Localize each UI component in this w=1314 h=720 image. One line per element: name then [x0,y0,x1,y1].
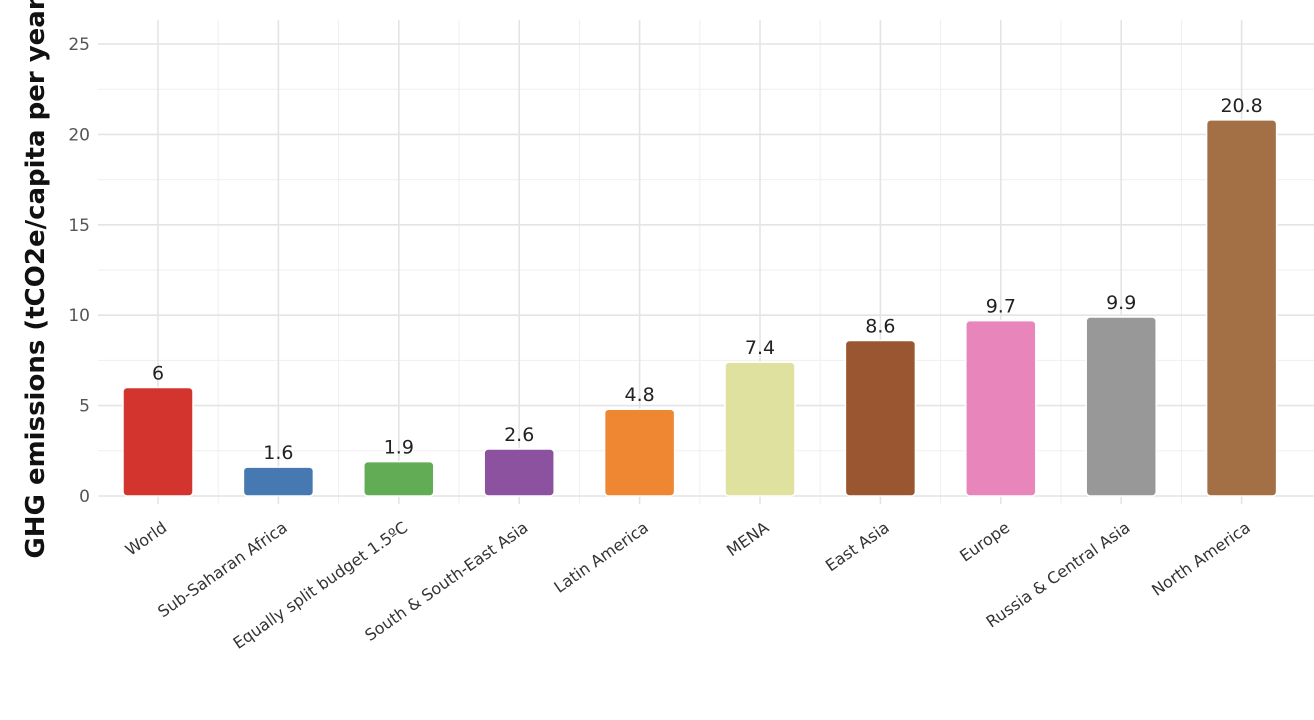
x-tick-label: Sub-Saharan Africa [154,518,291,622]
y-tick-label: 20 [68,125,90,145]
bar [724,361,796,497]
y-tick-label: 0 [79,487,90,507]
bar [122,386,194,497]
y-axis-title: GHG emissions (tCO2e/capita per year) [21,0,51,559]
y-tick-label: 15 [68,216,90,236]
bars [122,119,1278,497]
data-label: 6 [152,363,164,385]
y-tick-label: 5 [79,397,90,417]
x-tick-label: East Asia [822,518,893,576]
bar [1085,316,1157,497]
bar [603,408,676,497]
bar [242,466,315,497]
data-label: 20.8 [1220,95,1262,117]
bar [363,460,435,497]
x-tick-label: Latin America [550,518,652,597]
x-tick-label: World [122,518,170,560]
data-label: 9.9 [1106,292,1136,314]
bar [965,319,1037,497]
data-label: 4.8 [624,384,654,406]
data-label: 9.7 [986,296,1016,318]
y-axis-ticks: 0 5 10 15 20 25 [68,35,90,507]
x-tick-label: Europe [956,518,1013,566]
bar [844,339,917,497]
data-label: 1.6 [263,442,293,464]
bar [1205,119,1278,497]
x-tick-label: MENA [723,518,772,560]
x-tick-label: North America [1148,518,1254,600]
data-labels: 6 1.6 1.9 2.6 4.8 7.4 8.6 9.7 9.9 20.8 [152,95,1263,464]
y-tick-label: 10 [68,306,90,326]
data-label: 8.6 [865,316,895,338]
data-label: 7.4 [745,337,775,359]
data-label: 1.9 [384,437,414,459]
data-label: 2.6 [504,424,534,446]
bar [483,448,555,497]
y-tick-label: 25 [68,35,90,55]
